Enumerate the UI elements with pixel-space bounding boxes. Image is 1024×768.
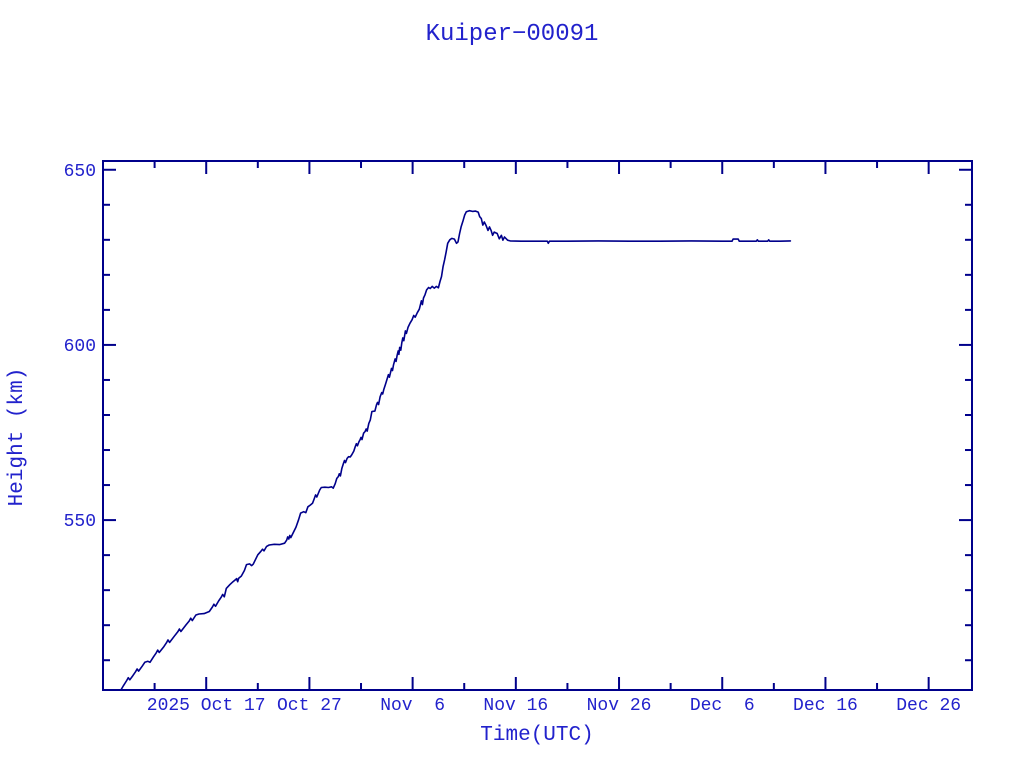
x-tick-label: Nov 26 (587, 696, 652, 716)
height-curve (120, 209, 792, 691)
axis-frame (102, 160, 973, 691)
plot-area: 2025 Oct 17 Oct 27 Nov 6 Nov 16 Nov 26 Dec 6 D… (64, 160, 973, 716)
x-axis-title: Time(UTC) (480, 724, 593, 747)
y-tick-label: 550 (64, 512, 96, 532)
y-tick-label: 600 (64, 337, 96, 357)
x-tick-label: Dec 16 (793, 696, 858, 716)
y-axis-title: Height (km) (6, 368, 29, 507)
y-tick-label: 650 (64, 162, 96, 182)
x-tick-label: Nov 6 (380, 696, 445, 716)
x-tick-label: 2025 Oct 17 (147, 696, 266, 716)
x-tick-label: Dec 6 (690, 696, 755, 716)
x-tick-label: Nov 16 (483, 696, 548, 716)
x-tick-label: Dec 26 (896, 696, 961, 716)
chart-title: Kuiper−00091 (426, 21, 599, 48)
x-tick-label: Oct 27 (277, 696, 342, 716)
